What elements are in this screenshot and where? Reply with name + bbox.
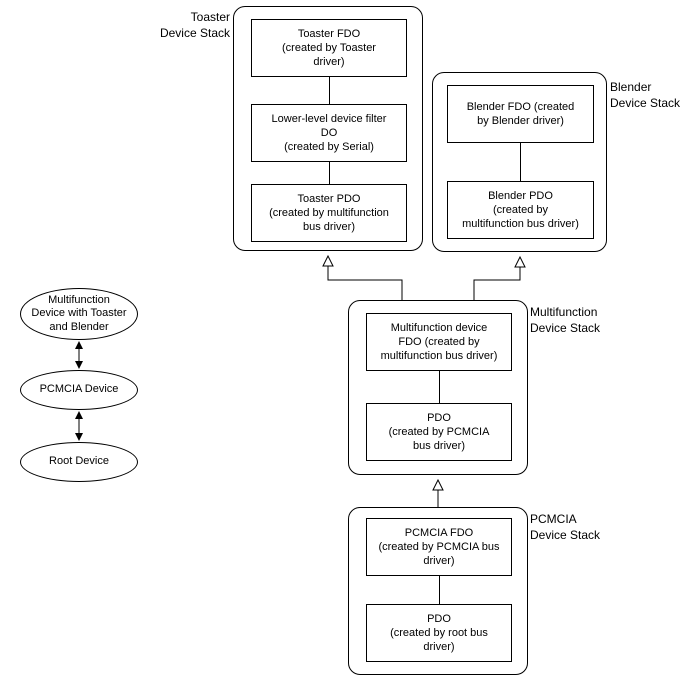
diagram-connectors [0, 0, 690, 679]
